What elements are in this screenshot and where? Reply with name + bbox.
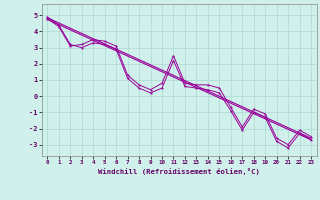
X-axis label: Windchill (Refroidissement éolien,°C): Windchill (Refroidissement éolien,°C) bbox=[98, 168, 260, 175]
